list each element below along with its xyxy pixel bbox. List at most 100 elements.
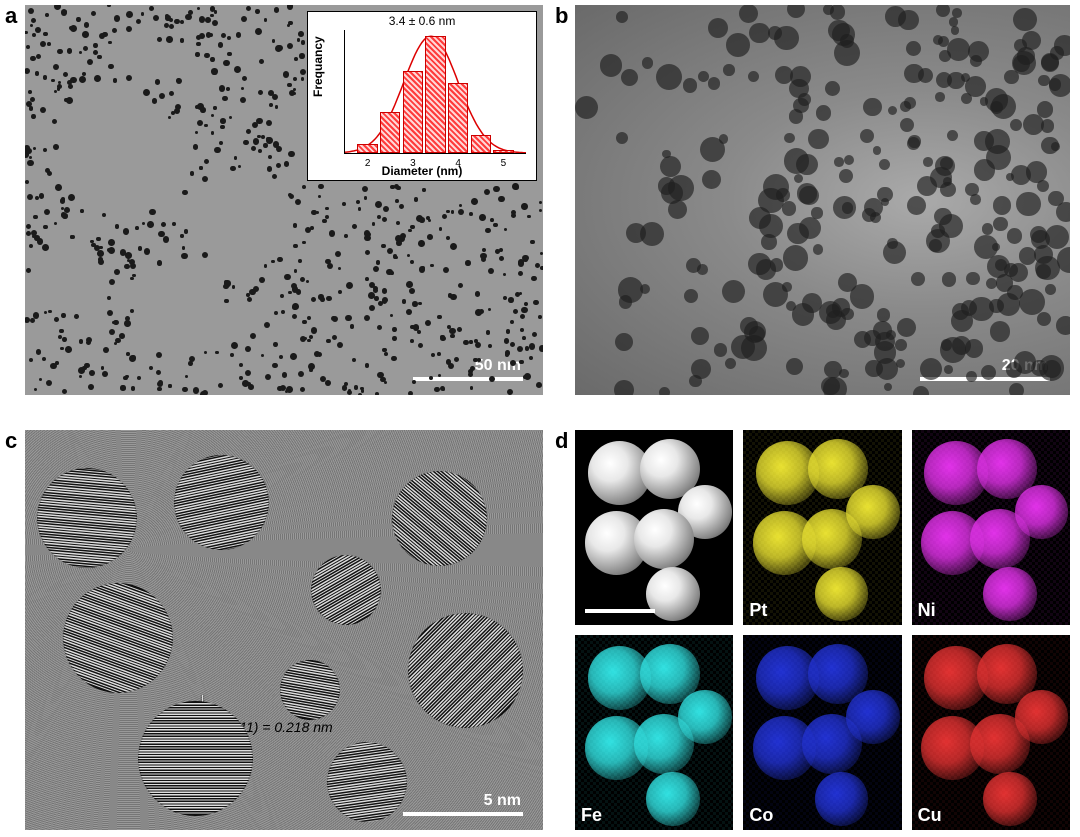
nanoparticle-blob: [982, 223, 994, 235]
nanoparticle-blob: [934, 208, 951, 225]
nanoparticle-dot: [119, 333, 125, 339]
nanoparticle-dot: [76, 17, 80, 21]
nanoparticle-dot: [91, 11, 96, 16]
nanoparticle-dot: [318, 184, 324, 190]
nanoparticle-dot: [392, 336, 397, 341]
nanoparticle-dot: [223, 284, 229, 290]
nanoparticle-dot: [27, 194, 33, 200]
nanoparticle-blob: [885, 6, 906, 27]
eds-element-label: Ni: [918, 600, 936, 621]
nanoparticle-dot: [79, 375, 82, 378]
nanoparticle-dot: [463, 340, 469, 346]
nanoparticle-blob: [886, 330, 896, 340]
nanoparticle-dot: [61, 313, 65, 317]
nanoparticle-dot: [465, 260, 470, 265]
nanoparticle-dot: [135, 226, 139, 230]
nanoparticle-dot: [44, 311, 47, 314]
nanoparticle-dot: [475, 309, 482, 316]
nanoparticle-dot: [530, 240, 535, 245]
nanoparticle-blob: [748, 71, 759, 82]
nanoparticle-dot: [195, 131, 199, 135]
nanoparticle-dot: [40, 107, 46, 113]
inset-axes: 2345: [344, 30, 526, 154]
histogram-bar: [357, 144, 377, 153]
nanoparticle-dot: [34, 388, 37, 391]
scalebar-d: [585, 609, 655, 613]
nanoparticle-blob: [615, 333, 633, 351]
nanoparticle-dot: [517, 346, 523, 352]
nanoparticle-blob: [714, 343, 727, 356]
nanoparticle-dot: [185, 375, 188, 378]
nanoparticle-dot: [384, 352, 388, 356]
nanoparticle-dot: [536, 382, 542, 388]
nanoparticle-dot: [273, 342, 278, 347]
nanoparticle-dot: [26, 148, 32, 154]
panel-b-label: b: [555, 3, 568, 29]
nanoparticle-dot: [131, 386, 136, 391]
nanoparticle-blob: [749, 23, 770, 44]
nanoparticle-dot: [493, 186, 500, 193]
nanoparticle-dot: [450, 243, 457, 250]
nanoparticle-dot: [156, 352, 162, 358]
nanoparticle-dot: [204, 159, 209, 164]
nanoparticle-dot: [114, 342, 117, 345]
nanoparticle-dot: [52, 119, 57, 124]
nanoparticle-dot: [449, 328, 456, 335]
nanoparticle-dot: [382, 288, 387, 293]
nanoparticle-dot: [210, 14, 214, 18]
nanoparticle-dot: [282, 372, 288, 378]
nanoparticle-dot: [46, 380, 52, 386]
nanoparticle-dot: [293, 88, 296, 91]
nanoparticle-blob: [993, 196, 1012, 215]
nanoparticle-dot: [508, 297, 514, 303]
nanoparticle-dot: [437, 352, 441, 356]
nanoparticle-blob: [1056, 202, 1070, 222]
nanoparticle-blob: [1038, 75, 1049, 86]
nanoparticle-dot: [25, 317, 30, 323]
nanoparticle-dot: [395, 235, 402, 242]
nanoparticle-blob: [940, 337, 966, 363]
nanoparticle-dot: [35, 71, 39, 75]
nanoparticle-dot: [505, 352, 509, 356]
nanoparticle-blob: [725, 358, 736, 369]
nanoparticle-dot: [238, 165, 241, 168]
nanoparticle-dot: [373, 266, 379, 272]
nanoparticle-dot: [342, 202, 346, 206]
nanoparticle-dot: [332, 335, 337, 340]
eds-element-label: Cu: [918, 805, 942, 826]
nanoparticle-dot: [54, 222, 57, 225]
nanoparticle-dot: [65, 346, 72, 353]
nanoparticle-dot: [161, 222, 166, 227]
nanoparticle-dot: [102, 213, 107, 218]
nanoparticle-dot: [346, 282, 353, 289]
nanoparticle-dot: [36, 349, 42, 355]
nanoparticle-dot: [47, 42, 51, 46]
nanoparticle-dot: [418, 240, 425, 247]
nanoparticle-blob: [997, 293, 1020, 316]
lattice-particle: [275, 655, 345, 725]
nanoparticle-dot: [98, 259, 104, 265]
nanoparticle-blob: [942, 272, 957, 287]
nanoparticle-dot: [48, 310, 52, 314]
nanoparticle-dot: [156, 370, 161, 375]
nanoparticle-dot: [489, 376, 495, 382]
nanoparticle-dot: [258, 90, 263, 95]
nanoparticle-dot: [247, 297, 252, 302]
lattice-particle: [33, 464, 141, 572]
nanoparticle-dot: [30, 97, 36, 103]
nanoparticle-dot: [338, 267, 341, 270]
nanoparticle-blob: [1007, 228, 1022, 243]
nanoparticle-dot: [493, 223, 498, 228]
nanoparticle-dot: [84, 22, 90, 28]
nanoparticle-dot: [79, 51, 82, 54]
nanoparticle-dot: [258, 149, 263, 154]
nanoparticle-blob: [1035, 256, 1059, 280]
nanoparticle-blob: [816, 105, 832, 121]
nanoparticle-dot: [274, 311, 279, 316]
lattice-particle: [48, 568, 189, 709]
nanoparticle-dot: [425, 320, 431, 326]
nanoparticle-blob: [881, 198, 889, 206]
nanoparticle-dot: [190, 171, 194, 175]
nanoparticle-dot: [475, 342, 482, 349]
nanoparticle-dot: [205, 17, 211, 23]
